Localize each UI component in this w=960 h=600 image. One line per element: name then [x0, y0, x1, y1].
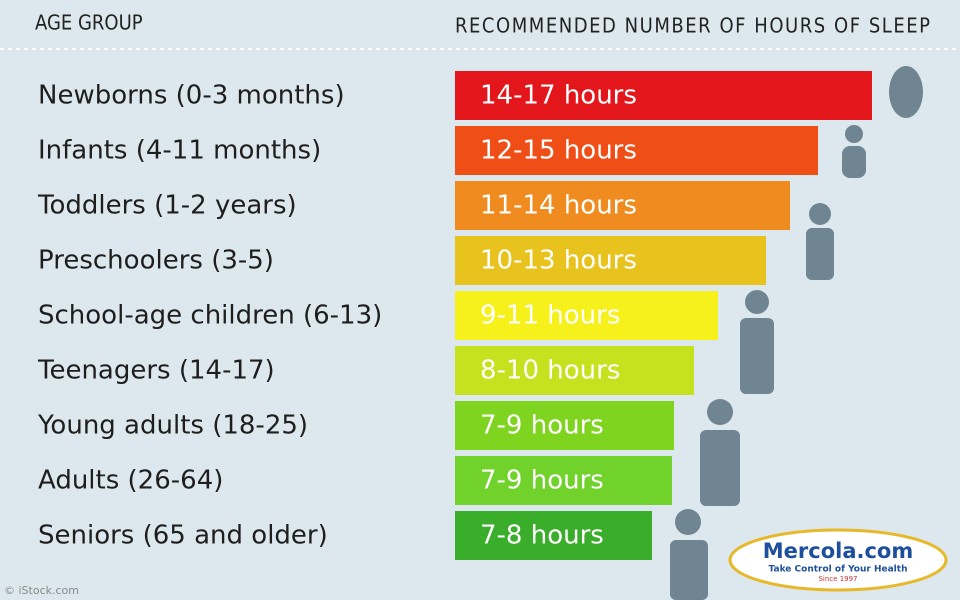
figure-adult [700, 430, 740, 506]
bar [455, 126, 818, 175]
age-group: Adults (26-64) [38, 466, 223, 496]
bar [455, 291, 718, 340]
figure-senior [675, 509, 701, 535]
figure-senior [670, 540, 708, 600]
age-group: Seniors (65 and older) [38, 521, 328, 551]
hours-label: 14-17 hours [480, 81, 637, 111]
bar [455, 401, 674, 450]
rows: Newborns (0-3 months) 14-17 hours Infants … [37, 71, 872, 560]
logo: Mercola.com Take Control of Your Health … [728, 528, 948, 592]
hours-label: 11-14 hours [480, 191, 637, 221]
hours-label: 8-10 hours [480, 356, 620, 386]
figure-toddler [806, 228, 834, 280]
figure-child [745, 290, 769, 314]
hours-label: 7-9 hours [480, 466, 604, 496]
bar [455, 456, 672, 505]
age-group: Newborns (0-3 months) [38, 81, 345, 111]
figure-child [740, 318, 774, 394]
bar [455, 511, 652, 560]
credit: © iStock.com [4, 584, 79, 597]
hours-label: 9-11 hours [480, 301, 620, 331]
figure-adult [707, 399, 733, 425]
bar [455, 71, 872, 120]
age-group: Infants (4-11 months) [38, 136, 321, 166]
age-group: Preschoolers (3-5) [38, 246, 274, 276]
hours-label: 10-13 hours [480, 246, 637, 276]
logo-tagline: Take Control of Your Health [769, 565, 908, 575]
age-group: Toddlers (1-2 years) [37, 191, 297, 221]
figures [670, 66, 923, 600]
header-right: RECOMMENDED NUMBER OF HOURS OF SLEEP [455, 14, 930, 38]
logo-name: Mercola.com [763, 539, 913, 563]
figure-infant [842, 146, 866, 178]
bar [455, 346, 694, 395]
header-left: AGE GROUP [35, 11, 143, 35]
age-group: Young adults (18-25) [37, 411, 308, 441]
bar [455, 181, 790, 230]
age-group: Teenagers (14-17) [37, 356, 275, 386]
hours-label: 7-9 hours [480, 411, 604, 441]
hours-label: 7-8 hours [480, 521, 604, 551]
age-group: School-age children (6-13) [38, 301, 382, 331]
bar [455, 236, 766, 285]
figure-toddler [809, 203, 831, 225]
logo-badge [728, 528, 948, 592]
logo-since: Since 1997 [818, 575, 857, 583]
hours-label: 12-15 hours [480, 136, 637, 166]
figure-infant [845, 125, 863, 143]
figure-newborn [889, 66, 923, 118]
